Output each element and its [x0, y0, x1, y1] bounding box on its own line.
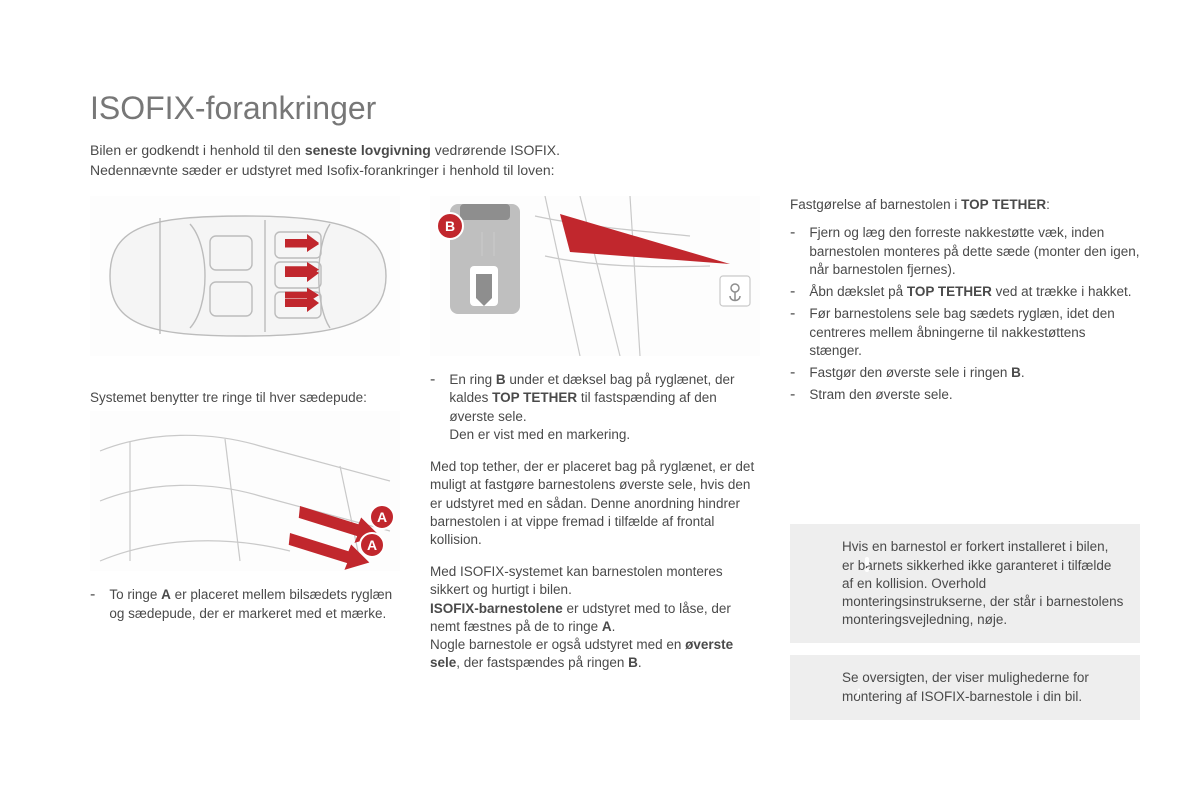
- step-item: -Før barnestolens sele bag sædets ryglæn…: [790, 305, 1140, 360]
- right-column: Fastgørelse af barnestolen i TOP TETHER:…: [790, 196, 1140, 720]
- left-column: Systemet benytter tre ringe til hver sæd…: [90, 196, 400, 627]
- middle-column: B - En ring B under et dæksel bag på ryg…: [430, 196, 760, 672]
- badge-a-2: A: [360, 533, 384, 557]
- info-text: Se oversigten, der viser mulighederne fo…: [842, 670, 1089, 703]
- badge-b: B: [437, 213, 463, 239]
- info-notice: Se oversigten, der viser mulighederne fo…: [790, 655, 1140, 719]
- ring-b-description: En ring B under et dæksel bag på ryglæne…: [449, 371, 760, 444]
- figure-car-topdown: [90, 196, 400, 356]
- isofix-system-paragraph: Med ISOFIX-systemet kan barnestolen mont…: [430, 563, 760, 672]
- badge-a-1: A: [370, 505, 394, 529]
- steps-heading: Fastgørelse af barnestolen i TOP TETHER:: [790, 196, 1140, 214]
- step-item: -Fjern og læg den forreste nakkestøtte v…: [790, 224, 1140, 279]
- warning-text: Hvis en barnestol er forkert installeret…: [842, 539, 1123, 627]
- warning-notice: Hvis en barnestol er forkert installeret…: [790, 524, 1140, 643]
- step-item: -Fastgør den øverste sele i ringen B.: [790, 364, 1140, 382]
- page-title: ISOFIX-forankringer: [90, 90, 1140, 127]
- svg-text:A: A: [377, 509, 387, 525]
- figure-rings-a: A A: [90, 411, 400, 571]
- steps-list: -Fjern og læg den forreste nakkestøtte v…: [790, 224, 1140, 404]
- system-caption: Systemet benytter tre ringe til hver sæd…: [90, 389, 400, 407]
- svg-text:B: B: [445, 218, 455, 234]
- figure-top-tether: B: [430, 196, 760, 356]
- content-columns: Systemet benytter tre ringe til hver sæd…: [90, 196, 1140, 720]
- top-tether-paragraph: Med top tether, der er placeret bag på r…: [430, 458, 760, 549]
- step-item: -Åbn dækslet på TOP TETHER ved at trække…: [790, 283, 1140, 301]
- step-item: -Stram den øverste sele.: [790, 386, 1140, 404]
- svg-text:A: A: [367, 537, 377, 553]
- list-dash: -: [90, 586, 95, 622]
- ring-a-description: To ringe A er placeret mellem bilsædets …: [109, 586, 400, 622]
- intro-paragraph: Bilen er godkendt i henhold til den sene…: [90, 141, 1140, 180]
